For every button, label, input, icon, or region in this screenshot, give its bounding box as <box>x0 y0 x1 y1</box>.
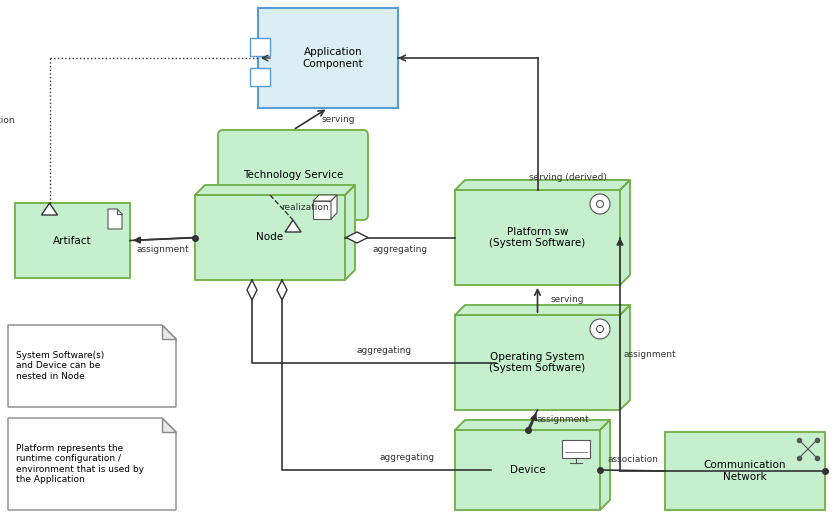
Text: Platform represents the
runtime configuration /
environment that is used by
the : Platform represents the runtime configur… <box>16 444 144 484</box>
Circle shape <box>590 194 610 214</box>
Bar <box>665 432 825 510</box>
Text: serving: serving <box>551 296 584 304</box>
Text: assignment: assignment <box>536 415 589 425</box>
Text: Application
Component: Application Component <box>303 47 364 69</box>
Text: System Software(s)
and Device can be
nested in Node: System Software(s) and Device can be nes… <box>16 351 104 381</box>
Circle shape <box>590 319 610 339</box>
Polygon shape <box>8 325 176 407</box>
Polygon shape <box>346 232 368 243</box>
Text: Device: Device <box>510 465 546 475</box>
Bar <box>250 38 270 56</box>
Bar <box>455 315 620 410</box>
Polygon shape <box>620 180 630 285</box>
Polygon shape <box>562 440 590 458</box>
Polygon shape <box>162 418 176 432</box>
Bar <box>258 8 398 108</box>
Text: Node: Node <box>256 233 283 243</box>
Text: aggregating: aggregating <box>356 346 411 355</box>
Polygon shape <box>331 195 337 219</box>
Polygon shape <box>455 180 630 190</box>
Text: realization: realization <box>282 203 328 212</box>
Text: Artifact: Artifact <box>53 235 92 246</box>
Text: assignment: assignment <box>623 350 676 359</box>
Polygon shape <box>345 185 355 280</box>
Polygon shape <box>277 280 287 300</box>
Polygon shape <box>8 418 176 510</box>
Text: Operating System
(System Software): Operating System (System Software) <box>489 352 586 373</box>
Bar <box>250 68 270 86</box>
Text: serving (derived): serving (derived) <box>529 173 607 183</box>
Text: assignment: assignment <box>137 245 189 254</box>
Polygon shape <box>247 280 257 300</box>
Polygon shape <box>162 325 176 339</box>
Polygon shape <box>620 305 630 410</box>
Polygon shape <box>195 185 355 195</box>
Polygon shape <box>455 305 630 315</box>
Polygon shape <box>455 420 610 430</box>
Text: Communication
Network: Communication Network <box>704 460 786 482</box>
Text: aggregating: aggregating <box>372 245 427 254</box>
Polygon shape <box>42 203 58 215</box>
Circle shape <box>597 326 603 332</box>
Text: realization: realization <box>0 116 14 125</box>
Polygon shape <box>285 220 301 232</box>
Polygon shape <box>313 201 331 219</box>
Text: serving: serving <box>322 115 355 123</box>
Polygon shape <box>108 209 122 229</box>
Bar <box>15 203 130 278</box>
Polygon shape <box>600 420 610 510</box>
Circle shape <box>597 201 603 207</box>
Text: association: association <box>607 456 658 464</box>
Polygon shape <box>313 195 337 201</box>
Bar <box>455 190 620 285</box>
Bar <box>195 195 345 280</box>
Bar <box>455 430 600 510</box>
Text: Platform sw
(System Software): Platform sw (System Software) <box>489 227 586 248</box>
Text: aggregating: aggregating <box>379 454 434 462</box>
FancyBboxPatch shape <box>218 130 368 220</box>
Text: Technology Service: Technology Service <box>243 170 343 180</box>
